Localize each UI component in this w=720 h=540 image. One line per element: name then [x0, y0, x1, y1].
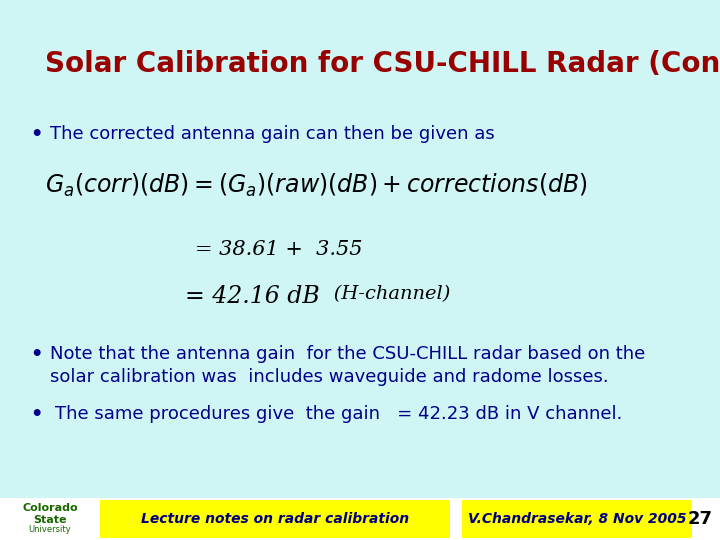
- Text: State: State: [33, 515, 67, 525]
- Text: Solar Calibration for CSU-CHILL Radar (Cont.): Solar Calibration for CSU-CHILL Radar (C…: [45, 50, 720, 78]
- Text: Colorado: Colorado: [22, 503, 78, 513]
- Text: The same procedures give  the gain   = 42.23 dB in V channel.: The same procedures give the gain = 42.2…: [55, 405, 622, 423]
- Text: $G_a(corr)(dB) = (G_a)(raw)(dB) + corrections(dB)$: $G_a(corr)(dB) = (G_a)(raw)(dB) + correc…: [45, 172, 588, 199]
- Text: 27: 27: [688, 510, 713, 528]
- Text: = 38.61 +  3.55: = 38.61 + 3.55: [195, 240, 362, 259]
- Text: •: •: [30, 345, 42, 364]
- Text: •: •: [30, 125, 42, 144]
- Text: V.Chandrasekar, 8 Nov 2005: V.Chandrasekar, 8 Nov 2005: [468, 512, 686, 526]
- Bar: [462, 500, 692, 538]
- Bar: [0, 498, 720, 540]
- Text: •: •: [30, 405, 42, 424]
- Text: Note that the antenna gain  for the CSU-CHILL radar based on the: Note that the antenna gain for the CSU-C…: [50, 345, 645, 363]
- Text: (H-channel): (H-channel): [315, 285, 451, 303]
- Text: Lecture notes on radar calibration: Lecture notes on radar calibration: [141, 512, 409, 526]
- Text: solar calibration was  includes waveguide and radome losses.: solar calibration was includes waveguide…: [50, 368, 608, 386]
- Text: = 42.16 dB: = 42.16 dB: [185, 285, 320, 308]
- Text: The corrected antenna gain can then be given as: The corrected antenna gain can then be g…: [50, 125, 495, 143]
- Bar: [100, 500, 450, 538]
- Text: University: University: [29, 525, 71, 534]
